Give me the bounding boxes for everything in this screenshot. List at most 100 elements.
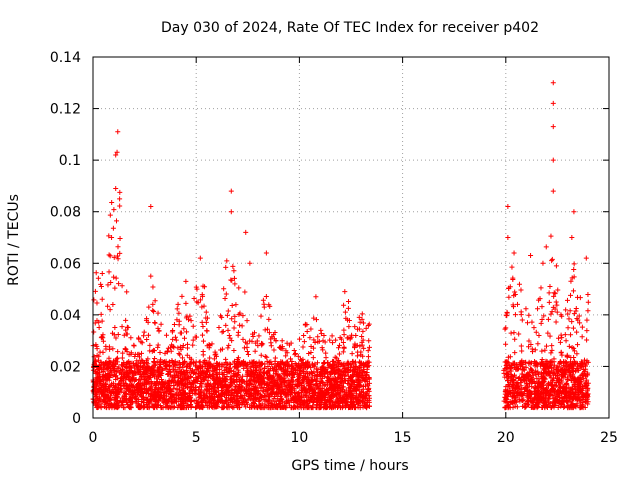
- data-point: [313, 294, 319, 300]
- data-point: [230, 263, 236, 269]
- data-point: [122, 346, 128, 352]
- data-point: [568, 292, 574, 298]
- data-point: [115, 129, 121, 135]
- data-point: [535, 341, 541, 347]
- data-point: [121, 332, 127, 338]
- data-point: [551, 290, 557, 296]
- data-point: [107, 397, 113, 403]
- data-point: [131, 342, 137, 348]
- data-point: [533, 329, 539, 335]
- data-point: [262, 327, 268, 333]
- data-point: [336, 351, 342, 357]
- data-point: [110, 225, 116, 231]
- data-point: [179, 293, 185, 299]
- data-point: [543, 244, 549, 250]
- data-point: [231, 348, 237, 354]
- chart-title: Day 030 of 2024, Rate Of TEC Index for r…: [161, 20, 539, 36]
- data-point: [224, 258, 230, 264]
- data-point: [98, 284, 104, 290]
- data-point: [357, 343, 363, 349]
- data-point: [570, 325, 576, 331]
- data-point: [201, 303, 207, 309]
- data-point: [258, 313, 264, 319]
- data-point: [271, 368, 277, 374]
- data-point: [505, 235, 511, 240]
- data-point: [248, 396, 254, 402]
- data-point: [273, 338, 279, 344]
- data-point: [231, 268, 237, 274]
- data-point: [99, 271, 105, 277]
- data-point: [353, 333, 359, 339]
- data-point: [366, 375, 372, 381]
- x-tick-label: 0: [89, 430, 98, 446]
- data-point: [570, 288, 576, 294]
- data-point: [95, 275, 101, 281]
- data-point: [172, 398, 178, 404]
- data-point: [207, 342, 213, 348]
- y-tick-labels: 00.020.040.060.080.10.120.14: [50, 50, 81, 427]
- data-point: [232, 358, 238, 364]
- data-point: [585, 308, 591, 314]
- data-point: [584, 328, 590, 334]
- data-point: [118, 378, 124, 384]
- data-point: [93, 270, 99, 276]
- data-point: [360, 337, 366, 343]
- x-tick-label: 20: [497, 430, 515, 446]
- data-point: [259, 361, 265, 367]
- data-point: [236, 396, 242, 402]
- y-tick-label: 0.04: [50, 308, 81, 324]
- data-point: [571, 348, 577, 354]
- data-point: [553, 299, 559, 305]
- x-tick-label: 10: [290, 430, 308, 446]
- data-point: [262, 365, 268, 371]
- data-point: [310, 399, 316, 405]
- data-point: [181, 326, 187, 332]
- data-point: [107, 359, 113, 365]
- data-point: [342, 289, 348, 295]
- data-point: [187, 355, 193, 361]
- data-point: [123, 327, 129, 333]
- data-point: [540, 260, 546, 266]
- data-point: [256, 333, 262, 339]
- data-point: [575, 294, 581, 300]
- data-point: [340, 349, 346, 355]
- data-point: [222, 376, 228, 382]
- data-point: [150, 284, 156, 290]
- data-point: [103, 375, 109, 381]
- data-point: [279, 396, 285, 402]
- data-point: [270, 374, 276, 380]
- data-point: [579, 324, 585, 330]
- data-point: [171, 321, 177, 327]
- data-point: [216, 324, 222, 330]
- data-point: [188, 374, 194, 380]
- data-point: [349, 378, 355, 384]
- data-point: [357, 359, 363, 365]
- data-point: [171, 385, 177, 391]
- data-point: [359, 311, 365, 317]
- data-point: [197, 255, 203, 261]
- data-point: [366, 344, 372, 350]
- data-point: [255, 375, 261, 381]
- data-point: [126, 352, 132, 358]
- data-point: [301, 339, 307, 345]
- data-point: [209, 391, 215, 397]
- data-point: [241, 398, 247, 404]
- data-point: [571, 209, 577, 215]
- data-point: [91, 297, 97, 303]
- data-point: [310, 355, 316, 361]
- data-point: [223, 322, 229, 328]
- data-point: [174, 306, 180, 312]
- data-point: [255, 343, 261, 349]
- data-point: [259, 361, 265, 367]
- data-point: [226, 332, 232, 338]
- data-point: [92, 288, 98, 294]
- data-point: [322, 374, 328, 380]
- data-point: [93, 357, 99, 363]
- data-point: [119, 324, 125, 330]
- data-point: [171, 397, 177, 403]
- data-point: [176, 391, 182, 397]
- data-point: [136, 404, 142, 410]
- data-point: [163, 404, 169, 410]
- data-point: [184, 352, 190, 358]
- data-point: [225, 345, 231, 351]
